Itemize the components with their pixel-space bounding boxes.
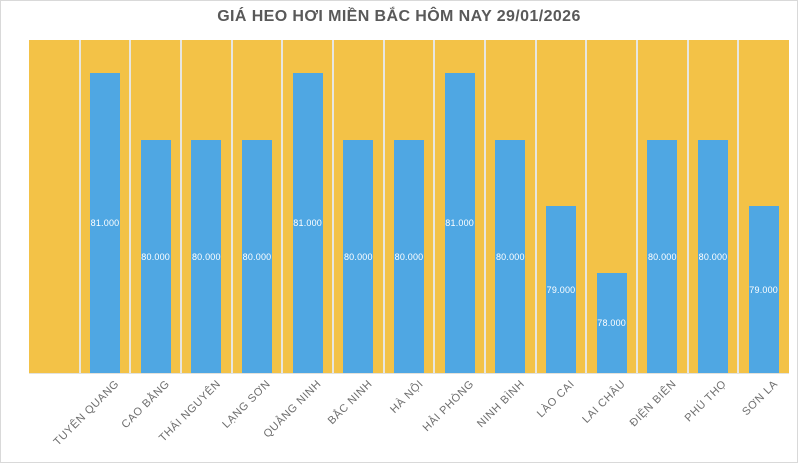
vertical-gridline [281,40,284,373]
category-label: HẢI PHÒNG [420,378,477,434]
bar-value-label: 80.000 [242,251,272,262]
bar-value-label: 80.000 [495,251,525,262]
x-axis-labels: TUYÊN QUANG CAO BẰNG THÁI NGUYÊN LẠNG SƠN QU… [29,375,789,465]
bar-quảng-ninh: 81.000 [292,73,323,373]
vertical-gridline [585,40,588,373]
bar-value-label: 80.000 [394,251,424,262]
vertical-gridline [382,40,385,373]
bar-lạng-sơn: 80.000 [242,140,272,373]
bar-value-label: 80.000 [191,251,221,262]
category-label: HÀ NỘI [387,378,426,416]
bar-lai-châu: 78.000 [596,273,627,373]
vertical-gridline [534,40,537,373]
category-label: SƠN LA [739,378,781,419]
bar-value-label: 81.000 [90,218,120,228]
bar-lào-cai: 79.000 [546,206,576,373]
category-label: NINH BÌNH [474,378,527,431]
bar-điện-biên: 80.000 [647,140,678,373]
vertical-gridline [78,40,81,373]
bar-value-label: 80.000 [647,251,677,262]
bar-value-label: 80.000 [698,251,728,262]
vertical-gridline [332,40,334,373]
category-label: PHÚ THỌ [683,378,730,425]
category-label: CAO BẰNG [119,378,173,431]
bar-cao-bằng: 80.000 [140,140,171,373]
category-label: TUYÊN QUANG [51,378,122,449]
bar-value-label: 79.000 [749,284,779,295]
vertical-gridline [230,40,233,373]
bar-hải-phòng: 81.000 [444,73,475,373]
vertical-gridline [484,40,486,373]
bar-hà-nội: 80.000 [394,140,424,373]
chart-title: GIÁ HEO HƠI MIỀN BẮC HÔM NAY 29/01/2026 [217,8,581,25]
bar-value-label: 78.000 [597,318,627,328]
category-label: BẮC NINH [325,378,375,428]
bar-tuyên-quang: 81.000 [90,73,120,373]
bar-value-label: 81.000 [445,218,475,228]
bar-phú-thọ: 80.000 [698,140,728,373]
vertical-gridline [636,40,638,373]
category-label: ĐIỆN BIÊN [627,378,679,430]
category-label: LÀO CAI [535,378,578,421]
bar-value-label: 80.000 [343,251,373,262]
category-label: LẠNG SƠN [220,378,274,431]
bar-bắc-ninh: 80.000 [343,140,374,373]
bar-sơn-la: 79.000 [748,206,779,373]
plot-area: 81.000 80.000 80.000 80.000 81.000 80.000 80.0… [29,40,789,374]
bar-value-label: 81.000 [293,218,323,228]
vertical-gridline [686,40,689,373]
vertical-gridline [129,40,132,373]
chart-frame: GIÁ HEO HƠI MIỀN BẮC HÔM NAY 29/01/2026 … [0,0,798,463]
bar-value-label: 79.000 [546,284,576,295]
category-label: LAI CHÂU [580,378,629,426]
bar-ninh-bình: 80.000 [495,140,526,373]
bar-value-label: 80.000 [141,251,171,262]
vertical-gridline [737,40,740,373]
vertical-gridline [180,40,182,373]
bar-thái-nguyên: 80.000 [191,140,222,373]
vertical-gridline [433,40,436,373]
